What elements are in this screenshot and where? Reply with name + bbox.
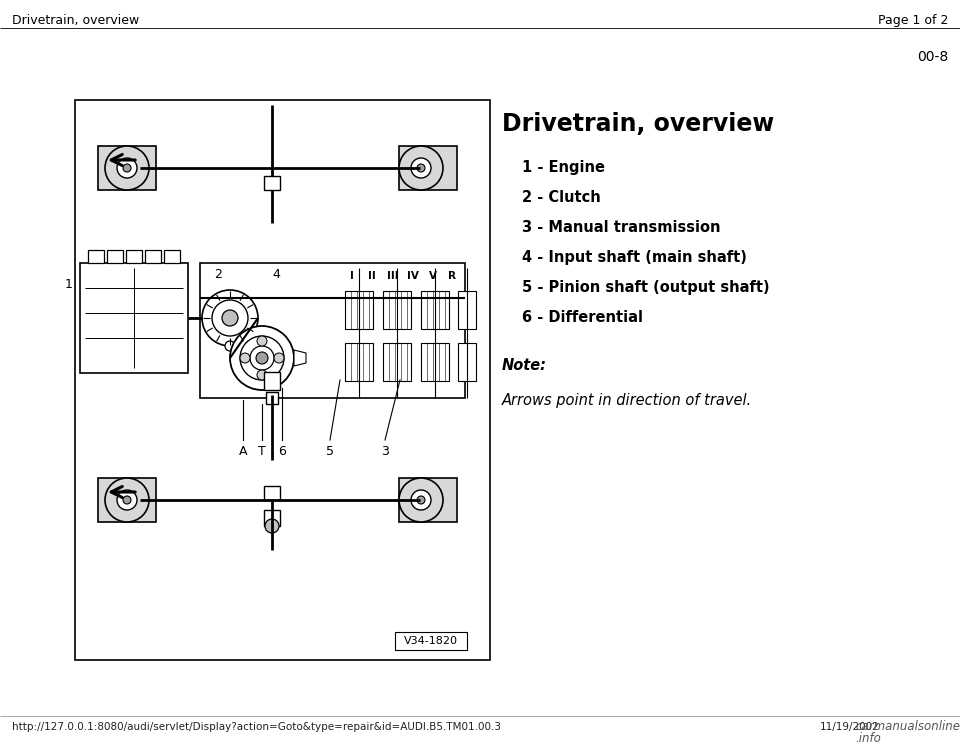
- Circle shape: [222, 310, 238, 326]
- Bar: [164, 250, 180, 263]
- Text: 2 - Clutch: 2 - Clutch: [522, 190, 601, 205]
- Bar: [345, 343, 373, 381]
- Text: 2: 2: [214, 268, 222, 281]
- Bar: [80, 263, 188, 373]
- Text: 4 - Input shaft (main shaft): 4 - Input shaft (main shaft): [522, 250, 747, 265]
- Text: Drivetrain, overview: Drivetrain, overview: [12, 14, 139, 27]
- Text: 1: 1: [65, 278, 73, 291]
- Text: 11/19/2002: 11/19/2002: [820, 722, 879, 732]
- Bar: [421, 291, 449, 329]
- Circle shape: [240, 336, 284, 380]
- Bar: [383, 291, 411, 329]
- Text: T: T: [258, 445, 266, 458]
- Bar: [458, 343, 476, 381]
- Bar: [399, 146, 457, 190]
- Text: R: R: [448, 271, 456, 281]
- Bar: [345, 291, 373, 329]
- Text: III: III: [387, 271, 398, 281]
- Text: 6 - Differential: 6 - Differential: [522, 310, 643, 325]
- Bar: [98, 146, 156, 190]
- Circle shape: [250, 346, 274, 370]
- Text: 00-8: 00-8: [917, 50, 948, 64]
- Circle shape: [257, 370, 267, 380]
- Text: II: II: [368, 271, 376, 281]
- Bar: [264, 372, 280, 390]
- Text: A: A: [239, 445, 248, 458]
- Bar: [75, 100, 490, 660]
- Circle shape: [117, 490, 137, 510]
- Text: Arrows point in direction of travel.: Arrows point in direction of travel.: [502, 393, 753, 408]
- Circle shape: [417, 164, 425, 172]
- Text: carmanualsonline: carmanualsonline: [855, 720, 960, 733]
- Text: 5 - Pinion shaft (output shaft): 5 - Pinion shaft (output shaft): [522, 280, 770, 295]
- Bar: [266, 392, 278, 404]
- Bar: [399, 478, 457, 522]
- Text: Note:: Note:: [502, 358, 547, 373]
- Circle shape: [256, 352, 268, 364]
- Bar: [395, 632, 467, 650]
- Bar: [200, 263, 465, 398]
- Bar: [107, 250, 123, 263]
- Bar: [264, 510, 280, 526]
- Bar: [264, 176, 280, 190]
- Circle shape: [265, 519, 279, 533]
- Circle shape: [105, 146, 149, 190]
- Circle shape: [417, 496, 425, 504]
- Circle shape: [399, 478, 443, 522]
- Text: IV: IV: [407, 271, 419, 281]
- Bar: [421, 343, 449, 381]
- Circle shape: [105, 478, 149, 522]
- Circle shape: [230, 326, 294, 390]
- Bar: [98, 478, 156, 522]
- Text: 3 - Manual transmission: 3 - Manual transmission: [522, 220, 721, 235]
- Circle shape: [202, 290, 258, 346]
- Text: 1 - Engine: 1 - Engine: [522, 160, 605, 175]
- Text: 3: 3: [381, 445, 389, 458]
- Text: http://127.0.0.1:8080/audi/servlet/Display?action=Goto&type=repair&id=AUDI.B5.TM: http://127.0.0.1:8080/audi/servlet/Displ…: [12, 722, 501, 732]
- Circle shape: [411, 490, 431, 510]
- Text: I: I: [350, 271, 354, 281]
- Text: 5: 5: [326, 445, 334, 458]
- Circle shape: [123, 496, 131, 504]
- Text: 6: 6: [278, 445, 286, 458]
- Circle shape: [274, 353, 284, 363]
- Circle shape: [123, 164, 131, 172]
- Bar: [264, 486, 280, 500]
- Bar: [88, 250, 104, 263]
- Circle shape: [212, 300, 248, 336]
- Text: V: V: [429, 271, 437, 281]
- Bar: [126, 250, 142, 263]
- Circle shape: [257, 336, 267, 346]
- Polygon shape: [294, 350, 306, 366]
- Bar: [145, 250, 161, 263]
- Bar: [458, 291, 476, 329]
- Bar: [383, 343, 411, 381]
- Text: .info: .info: [855, 732, 881, 742]
- Text: Drivetrain, overview: Drivetrain, overview: [502, 112, 775, 136]
- Circle shape: [240, 353, 250, 363]
- Text: V34-1820: V34-1820: [404, 636, 458, 646]
- Circle shape: [225, 341, 235, 351]
- Text: Page 1 of 2: Page 1 of 2: [877, 14, 948, 27]
- Circle shape: [411, 158, 431, 178]
- Text: 4: 4: [272, 268, 280, 281]
- Circle shape: [117, 158, 137, 178]
- Circle shape: [399, 146, 443, 190]
